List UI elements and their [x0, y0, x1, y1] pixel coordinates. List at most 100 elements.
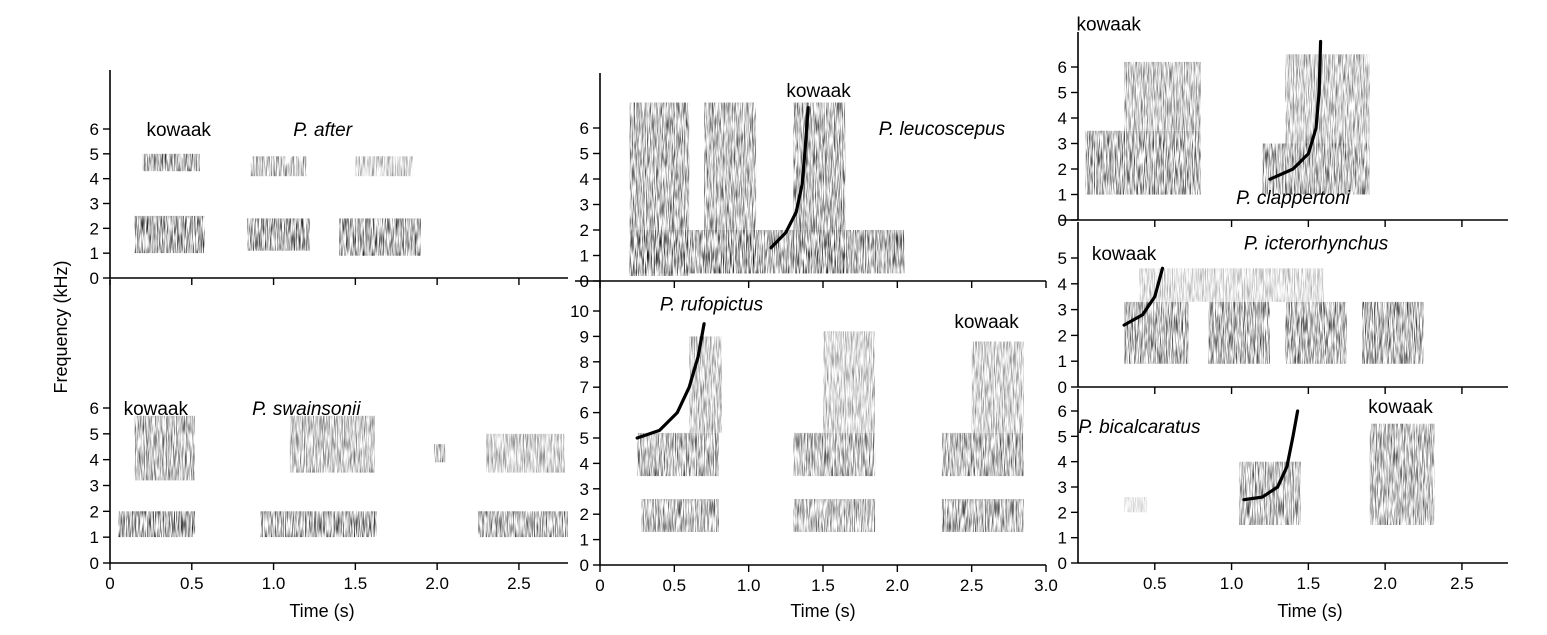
energy-band: [250, 156, 307, 177]
x-tick-label: 1.5: [1297, 574, 1321, 593]
y-tick-label: 2: [1058, 160, 1067, 179]
y-tick-label: 2: [90, 219, 99, 238]
energy-band: [478, 511, 568, 538]
species-label: P. rufopictus: [660, 294, 764, 315]
x-tick-label: 1.5: [811, 576, 835, 595]
y-tick-label: 1: [90, 244, 99, 263]
x-tick-label: 0: [595, 576, 604, 595]
y-tick-label: 1: [1058, 352, 1067, 371]
kowaak-label: kowaak: [1077, 15, 1142, 36]
y-tick-label: 6: [580, 404, 589, 423]
x-tick-label: 3.0: [1034, 576, 1058, 595]
x-tick-label: 0.5: [180, 574, 204, 593]
energy-band: [1369, 423, 1435, 525]
energy-band: [1124, 497, 1148, 513]
y-tick-label: 1: [580, 247, 589, 266]
panel-bicalcaratus: 0 1 2 3 4 5 6 0.5 1.0 1.5 2.0 2.5 kowaak P. bicalcara…: [1058, 389, 1508, 593]
energy-band: [1208, 301, 1270, 364]
x-tick-label: 0.5: [1143, 574, 1167, 593]
x-tick-label: 2.0: [425, 574, 449, 593]
y-tick-label: 5: [90, 145, 99, 164]
kowaak-label: kowaak: [954, 312, 1019, 333]
species-label: P. leucoscepus: [879, 119, 1006, 140]
species-label: P. clappertoni: [1236, 188, 1351, 209]
y-tick-label: 3: [580, 480, 589, 499]
spectrogram-energy: [1124, 268, 1424, 364]
spectrogram-energy: [134, 153, 421, 256]
x-tick-label: 0: [105, 574, 114, 593]
spectrogram-energy: [1124, 423, 1435, 525]
panel-icterorhynchus: 0 1 2 3 4 5 kowaak P. icterorhynchus: [1058, 222, 1508, 397]
species-label: P. after: [293, 120, 352, 141]
x-tick-label: 1.0: [262, 574, 286, 593]
species-label: P. bicalcaratus: [1078, 417, 1201, 438]
y-tick-label: 8: [580, 353, 589, 372]
y-tick-label: 2: [1058, 326, 1067, 345]
y-tick-label: 3: [1058, 135, 1067, 154]
x-tick-label: 1.5: [344, 574, 368, 593]
energy-band: [689, 336, 722, 433]
y-tick-label: 0: [1058, 554, 1067, 573]
panel-clappertoni: 0 1 2 3 4 5 6 kowaak P. clappertoni: [1058, 15, 1508, 230]
x-axis-label-left: Time (s): [289, 601, 354, 621]
energy-band: [941, 432, 1024, 477]
y-axis-label: Frequency (kHz): [51, 260, 71, 393]
x-axis-label-middle: Time (s): [790, 601, 855, 621]
energy-band: [793, 432, 876, 477]
energy-band: [1362, 301, 1424, 364]
y-tick-label: 3: [580, 196, 589, 215]
y-tick-label: 5: [1058, 84, 1067, 103]
y-tick-label: 0: [580, 272, 589, 291]
kowaak-label: kowaak: [786, 81, 851, 102]
y-tick-label: 3: [90, 195, 99, 214]
y-tick-label: 5: [580, 429, 589, 448]
energy-band: [823, 331, 875, 433]
species-label: P. icterorhynchus: [1244, 234, 1389, 255]
energy-band: [641, 499, 719, 532]
y-tick-label: 6: [1058, 402, 1067, 421]
energy-band: [134, 415, 195, 481]
y-tick-label: 2: [580, 221, 589, 240]
spectrogram-energy: [118, 415, 568, 538]
y-tick-label: 4: [90, 170, 99, 189]
frequency-trace: [769, 106, 810, 250]
kowaak-label: kowaak: [1368, 397, 1433, 418]
y-tick-label: 5: [1058, 427, 1067, 446]
spectrogram-energy: [629, 102, 905, 276]
y-tick-label: 0: [90, 269, 99, 288]
y-tick-label: 2: [1058, 503, 1067, 522]
y-tick-label: 5: [580, 145, 589, 164]
y-tick-label: 6: [1058, 58, 1067, 77]
energy-band: [433, 444, 446, 463]
x-tick-label: 0.5: [663, 576, 687, 595]
energy-band: [1085, 130, 1201, 195]
y-tick-label: 2: [580, 505, 589, 524]
frequency-trace: [1268, 39, 1323, 181]
species-label: P. swainsonii: [252, 399, 361, 420]
y-tick-label: 6: [580, 119, 589, 138]
panels: 0 1 2 3 4 5 6 kowaak P. after 0 1 2 3 4 5 6 0 0.5 1.0 1.5 2.…: [90, 15, 1508, 595]
x-tick-label: 2.5: [1450, 574, 1474, 593]
energy-band: [1285, 54, 1370, 144]
panel-swainsonii: 0 1 2 3 4 5 6 0 0.5 1.0 1.5 2.0 2.5 kowaak P. swainson…: [90, 280, 568, 593]
energy-band: [1262, 143, 1370, 195]
y-tick-label: 0: [1058, 378, 1067, 397]
y-tick-label: 1: [90, 528, 99, 547]
x-tick-label: 2.0: [1373, 574, 1397, 593]
y-tick-label: 0: [580, 556, 589, 575]
x-tick-label: 2.5: [960, 576, 984, 595]
energy-band: [941, 499, 1024, 532]
kowaak-label: kowaak: [124, 399, 189, 420]
spectrogram-energy: [1085, 54, 1370, 195]
energy-band: [629, 230, 905, 274]
kowaak-label: kowaak: [1092, 244, 1157, 265]
frequency-trace: [635, 322, 706, 440]
y-tick-label: 9: [580, 327, 589, 346]
panel-after: 0 1 2 3 4 5 6 kowaak P. after: [90, 70, 568, 288]
energy-band: [793, 499, 876, 532]
energy-band: [118, 511, 196, 538]
energy-band: [260, 511, 377, 538]
energy-band: [355, 156, 413, 177]
y-tick-label: 0: [1058, 211, 1067, 230]
